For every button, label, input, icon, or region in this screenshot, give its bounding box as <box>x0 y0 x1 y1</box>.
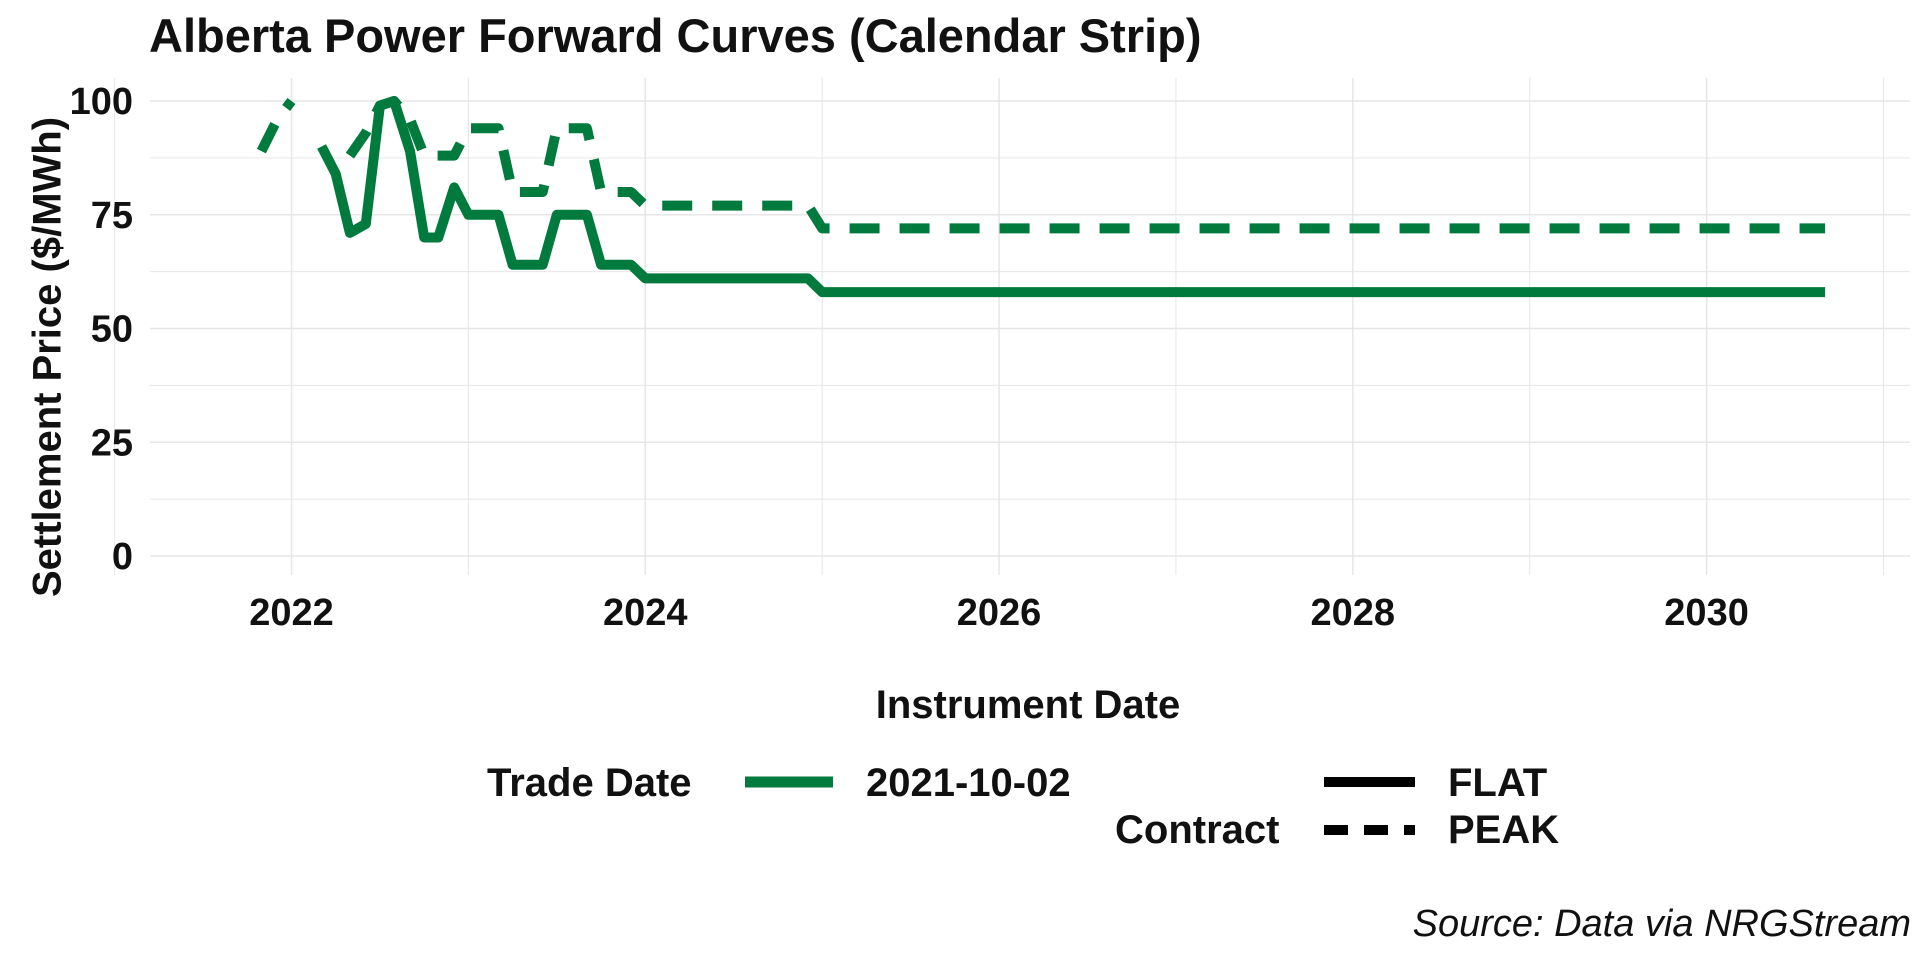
x-tick-label: 2030 <box>1664 592 1749 634</box>
y-tick-label: 25 <box>91 422 133 464</box>
legend-contract-title: Contract <box>1115 808 1280 852</box>
x-tick-label: 2022 <box>249 592 334 634</box>
legend-contract-flat: FLAT <box>1448 761 1548 805</box>
legend-trade-date-value: 2021-10-02 <box>866 761 1071 805</box>
y-tick-label: 0 <box>112 536 133 578</box>
y-tick-label: 75 <box>91 195 133 237</box>
x-axis-label: Instrument Date <box>875 683 1181 727</box>
x-tick-label: 2026 <box>957 592 1042 634</box>
legend-contract-peak: PEAK <box>1448 808 1560 852</box>
y-axis-label: Settlement Price ($/MWh) <box>25 116 70 598</box>
chart-title: Alberta Power Forward Curves (Calendar S… <box>149 9 1202 62</box>
x-tick-label: 2028 <box>1311 592 1396 634</box>
x-tick-label: 2024 <box>603 592 688 634</box>
y-axis-ticks: 0 25 50 75 100 <box>70 81 133 578</box>
legend-trade-date-title: Trade Date <box>487 761 692 805</box>
y-tick-label: 100 <box>70 81 133 123</box>
series-line-flat <box>317 96 1826 298</box>
source-caption: Source: Data via NRGStream <box>1412 903 1911 945</box>
grid-lines <box>114 78 1910 575</box>
series-lines <box>256 96 1826 298</box>
x-axis-ticks: 2022 2024 2026 2028 2030 <box>249 592 1749 634</box>
y-tick-label: 50 <box>91 309 133 351</box>
legend-keys <box>745 776 1415 835</box>
series-line-peak <box>256 96 1826 234</box>
